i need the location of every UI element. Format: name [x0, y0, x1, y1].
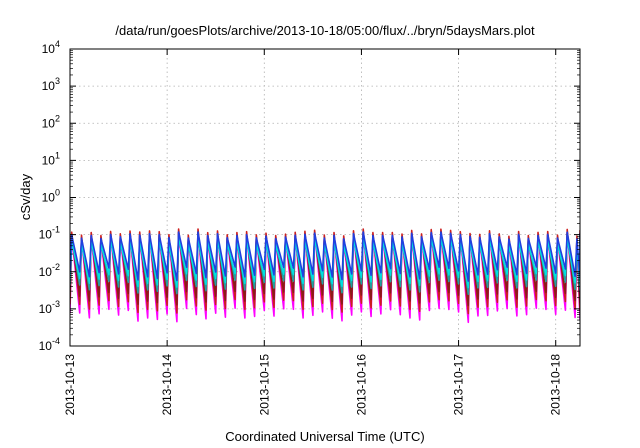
y-tick-label: 10-2: [39, 262, 60, 279]
y-tick-label: 10-1: [39, 225, 60, 242]
x-tick-label: 2013-10-14: [160, 354, 174, 416]
x-tick-label: 2013-10-15: [257, 354, 271, 416]
y-tick-label: 10-3: [39, 299, 60, 316]
y-tick-label: 10-4: [39, 336, 60, 353]
series-line: [70, 231, 580, 324]
x-tick-label: 2013-10-17: [452, 354, 466, 416]
y-tick-label: 101: [42, 150, 60, 167]
x-tick-label: 2013-10-13: [63, 354, 77, 416]
y-tick-label: 103: [42, 76, 60, 93]
x-axis-label: Coordinated Universal Time (UTC): [225, 429, 424, 444]
series-group: [70, 228, 580, 324]
series-line: [70, 231, 580, 307]
y-axis: 10-4 10-3 10-2 10-1 100 101 102 103 104: [39, 39, 580, 353]
chart-title: /data/run/goesPlots/archive/2013-10-18/0…: [115, 23, 535, 38]
series-line: [70, 228, 580, 315]
y-tick-label: 104: [42, 39, 60, 56]
x-tick-label: 2013-10-16: [354, 354, 368, 416]
y-tick-label: 100: [42, 188, 60, 205]
series-line: [70, 231, 580, 282]
series-line: [70, 236, 580, 289]
y-axis-label: cSv/day: [18, 173, 33, 220]
x-axis: 2013-10-13 2013-10-14 2013-10-15 2013-10-16…: [63, 49, 563, 415]
y-tick-label: 102: [42, 113, 60, 130]
series-line: [70, 234, 580, 295]
x-tick-label: 2013-10-18: [549, 354, 563, 416]
